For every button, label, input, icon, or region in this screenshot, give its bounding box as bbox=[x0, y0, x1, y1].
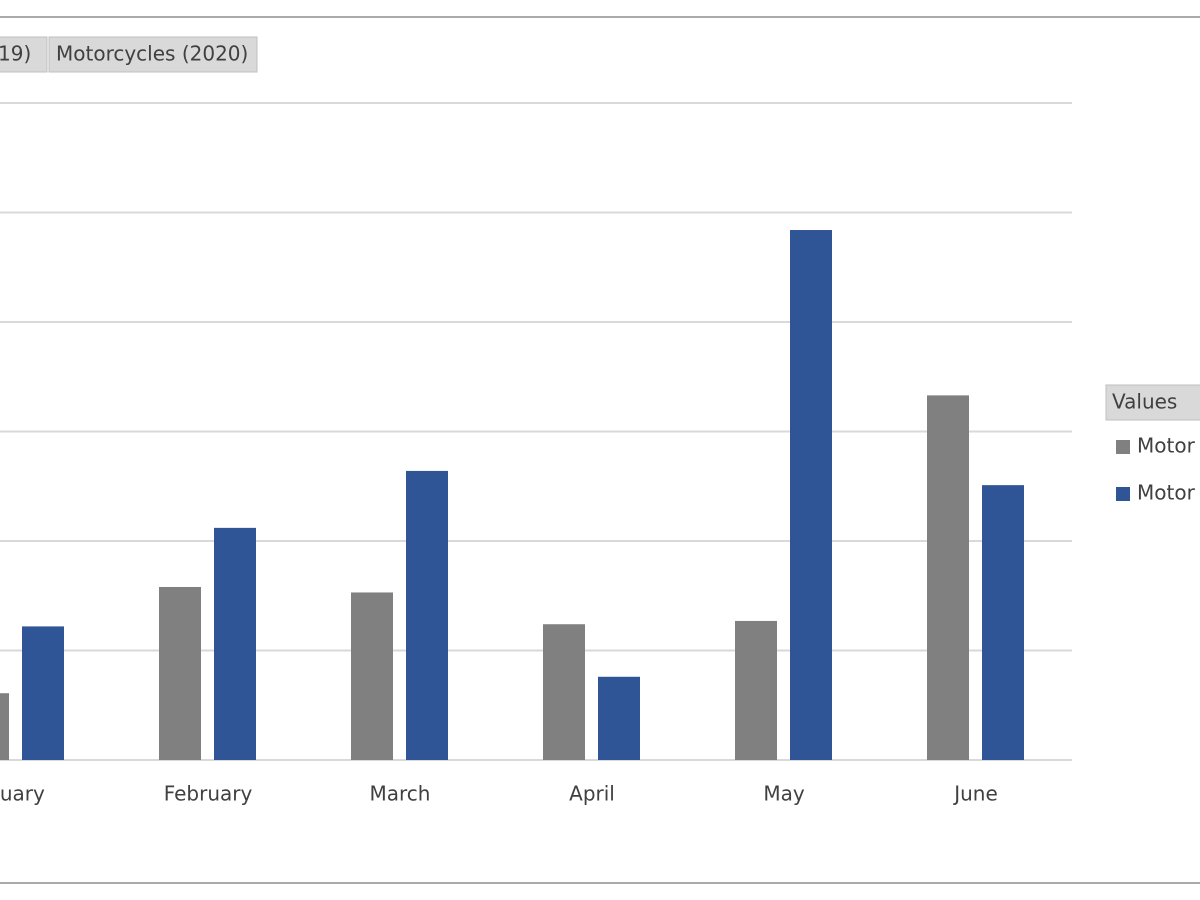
field-button-label[interactable]: Motorcycles (2020) bbox=[56, 42, 248, 66]
x-tick-label: nuary bbox=[0, 782, 45, 806]
x-tick-label: June bbox=[952, 782, 998, 806]
field-button-label[interactable]: 19) bbox=[0, 42, 31, 66]
legend-title-box[interactable] bbox=[1105, 384, 1200, 421]
x-tick-label: April bbox=[569, 782, 615, 806]
field-button[interactable] bbox=[48, 36, 258, 73]
bar bbox=[159, 586, 201, 760]
bar bbox=[735, 620, 777, 760]
legend-label: Motor bbox=[1137, 481, 1196, 505]
bar bbox=[598, 676, 640, 760]
bar bbox=[351, 592, 393, 760]
legend-swatch bbox=[1116, 440, 1130, 454]
bar bbox=[406, 470, 448, 760]
bar bbox=[543, 624, 585, 760]
bar bbox=[927, 395, 969, 760]
x-tick-label: May bbox=[763, 782, 805, 806]
bar bbox=[214, 527, 256, 760]
bar bbox=[790, 230, 832, 760]
bar bbox=[22, 626, 64, 760]
x-tick-label: March bbox=[370, 782, 431, 806]
x-tick-label: February bbox=[164, 782, 253, 806]
legend-label: Motor bbox=[1137, 434, 1196, 458]
legend-title[interactable]: Values bbox=[1112, 390, 1177, 414]
bar bbox=[982, 485, 1024, 760]
field-button[interactable] bbox=[0, 36, 48, 73]
bar bbox=[0, 693, 9, 760]
legend-swatch bbox=[1116, 487, 1130, 501]
